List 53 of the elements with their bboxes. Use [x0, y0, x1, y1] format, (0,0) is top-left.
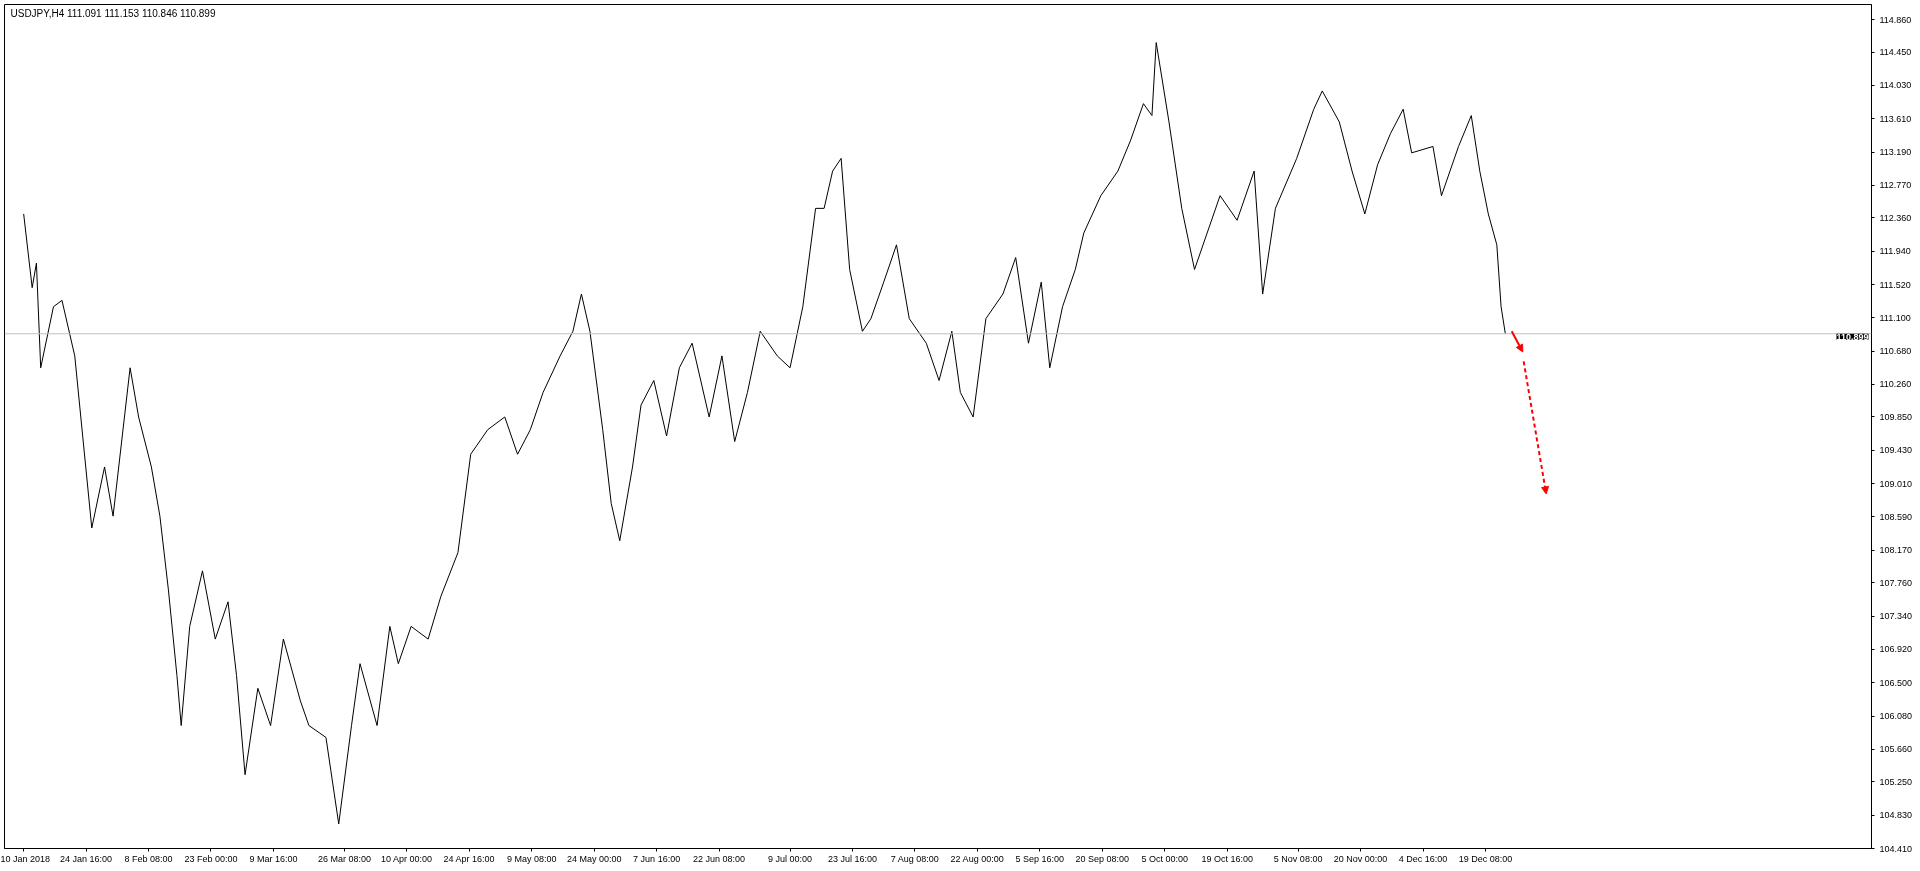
- y-tick-label: 109.430: [1879, 445, 1913, 456]
- x-tick-label: 19 Oct 16:00: [1201, 853, 1253, 864]
- y-tick-label: 111.520: [1879, 279, 1911, 290]
- y-tick-label: 114.450: [1879, 47, 1912, 58]
- x-tick-label: 24 Apr 16:00: [443, 853, 495, 864]
- x-tick-label: 22 Aug 00:00: [950, 853, 1004, 864]
- y-tick-label: 112.770: [1879, 180, 1912, 191]
- y-tick-label: 107.760: [1879, 577, 1913, 588]
- x-tick-label: 19 Dec 08:00: [1458, 853, 1513, 864]
- line-series: [23, 42, 1506, 825]
- x-tick-label: 5 Sep 16:00: [1015, 853, 1065, 864]
- y-tick-label: 106.920: [1879, 644, 1913, 655]
- x-tick-label: 24 Jan 16:00: [60, 853, 113, 864]
- y-tick-label: 113.190: [1879, 147, 1912, 158]
- x-tick-label: 4 Dec 16:00: [1398, 853, 1448, 864]
- x-tick-label: 9 May 08:00: [506, 853, 557, 864]
- y-tick-label: 107.340: [1879, 611, 1913, 622]
- y-tick-label: 114.860: [1879, 14, 1912, 25]
- y-tick-label: 114.030: [1879, 80, 1912, 91]
- y-tick-label: 111.940: [1879, 246, 1911, 257]
- x-tick-label: 5 Nov 08:00: [1273, 853, 1323, 864]
- x-tick-label: 8 Feb 08:00: [124, 853, 173, 864]
- x-tick-label: 24 May 00:00: [566, 853, 622, 864]
- x-tick-label: 9 Mar 16:00: [249, 853, 298, 864]
- x-tick-label: 20 Nov 00:00: [1333, 853, 1388, 864]
- y-tick-label: 105.660: [1879, 744, 1913, 755]
- x-tick-label: 23 Feb 00:00: [184, 853, 238, 864]
- x-tick-label: 5 Oct 00:00: [1141, 853, 1188, 864]
- ref-line-label: 110.899: [1836, 331, 1869, 342]
- y-tick-label: 105.250: [1879, 776, 1913, 787]
- x-tick-label: 7 Aug 08:00: [890, 853, 939, 864]
- x-tick-label: 22 Jun 08:00: [693, 853, 746, 864]
- y-tick-label: 104.830: [1879, 810, 1913, 821]
- y-tick-label: 108.170: [1879, 545, 1913, 556]
- x-tick-label: 10 Apr 00:00: [381, 853, 433, 864]
- chart-title: USDJPY,H4 111.091 111.153 110.846 110.899: [10, 7, 216, 19]
- y-tick-label: 104.410: [1879, 843, 1913, 854]
- y-tick-label: 113.610: [1879, 113, 1912, 124]
- y-tick-label: 108.590: [1879, 511, 1913, 522]
- y-tick-label: 112.360: [1879, 212, 1912, 223]
- x-tick-label: 7 Jun 16:00: [633, 853, 681, 864]
- x-tick-label: 23 Jul 16:00: [827, 853, 878, 864]
- y-tick-label: 109.010: [1879, 478, 1913, 489]
- x-tick-label: 26 Mar 08:00: [317, 853, 371, 864]
- y-tick-label: 111.100: [1879, 312, 1911, 323]
- x-tick-label: 10 Jan 2018: [0, 853, 51, 864]
- y-tick-label: 109.850: [1879, 411, 1913, 422]
- x-tick-label: 20 Sep 08:00: [1075, 853, 1130, 864]
- y-tick-label: 110.260: [1879, 379, 1912, 390]
- y-tick-label: 106.080: [1879, 711, 1913, 722]
- y-tick-label: 110.680: [1879, 346, 1912, 357]
- x-tick-label: 9 Jul 00:00: [768, 853, 813, 864]
- y-tick-label: 106.500: [1879, 677, 1913, 688]
